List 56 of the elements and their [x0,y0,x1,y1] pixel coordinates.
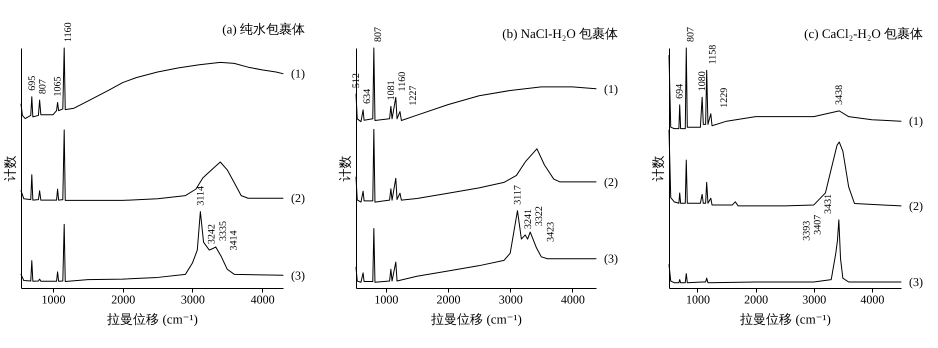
chart-title: (c) CaCl₂-H₂O 包裹体 [804,26,923,41]
x-tick-label: 2000 [744,292,768,306]
series-label: (2) [909,198,923,213]
annotation: 3322 [534,206,546,226]
chart-title: (b) NaCl-H₂O 包裹体 [502,26,618,41]
annotation: 3438 [834,84,846,105]
y-axis-title: 计数 [338,156,352,182]
x-tick-label: 4000 [860,292,884,306]
annotation: 3407 [812,214,824,235]
x-axis-title: 拉曼位移 (cm⁻¹) [740,312,831,326]
annotation: 807 [372,27,384,42]
annotation: 3117 [512,185,524,205]
series-label: (2) [291,191,305,206]
annotation: 1065 [52,76,64,96]
series-label: (3) [291,268,305,282]
x-tick-label: 3000 [498,292,523,306]
annotation: 1227 [408,86,419,106]
annotation: 1160 [63,22,74,42]
x-tick-label: 2000 [111,292,136,306]
annotation: 3414 [228,230,240,251]
annotation: 695 [26,76,38,91]
x-tick-label: 3000 [802,292,826,306]
series-label: (1) [291,66,305,81]
annotation: 634 [362,88,374,104]
annotation: 807 [38,79,49,94]
x-tick-label: 1000 [686,292,710,306]
series-label: (3) [604,252,618,266]
annotation: 3423 [545,222,556,242]
x-tick-label: 4000 [560,292,585,306]
series-label: (2) [604,174,618,189]
annotation: 3242 [206,224,218,244]
series-label: (1) [909,114,923,128]
series-label: (3) [909,275,923,289]
series-label: (1) [604,82,618,96]
annotation: 3241 [523,208,534,229]
x-tick-label: 4000 [250,292,275,306]
annotation: 1081 [386,80,397,100]
annotation: 1158 [708,44,719,64]
y-axis-title: 计数 [650,156,666,182]
annotation: 3393 [802,220,813,241]
annotation: 807 [685,27,696,42]
x-tick-label: 2000 [436,292,461,306]
chart-title: (a) 纯水包裹体 [222,21,305,36]
annotation: 1160 [396,72,408,92]
x-tick-label: 1000 [42,292,66,306]
annotation: 1229 [718,88,730,108]
annotation: 1080 [697,71,708,92]
annotation: 694 [674,84,686,99]
x-tick-label: 3000 [180,292,205,306]
annotation: 3114 [195,186,206,206]
x-axis-title: 拉曼位移 (cm⁻¹) [431,312,522,326]
annotation: 3431 [822,194,834,214]
x-axis-title: 拉曼位移 (cm⁻¹) [107,312,198,326]
annotation: 3335 [218,220,229,241]
y-axis-title: 计数 [2,156,18,182]
x-tick-label: 1000 [374,292,398,306]
